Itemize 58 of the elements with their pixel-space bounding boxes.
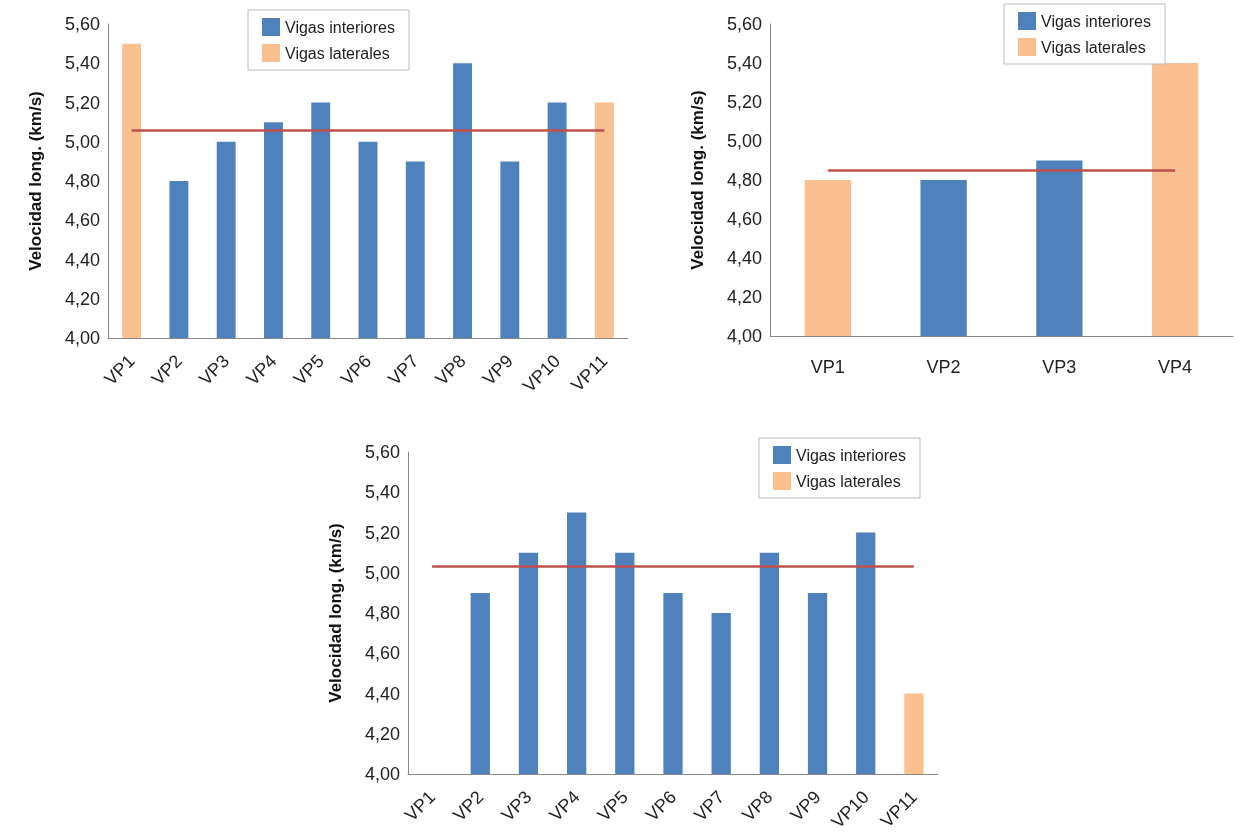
y-tick-label: 4,80 (364, 603, 400, 623)
x-tick-label: VP6 (336, 350, 376, 390)
y-tick-label: 5,40 (64, 53, 100, 74)
y-axis-title: Velocidad long. (km/s) (326, 523, 345, 703)
legend-label: Vigas interiores (285, 18, 395, 36)
x-tick-label: VP2 (147, 350, 186, 390)
y-tick-label: 4,40 (726, 248, 762, 268)
x-tick-label: VP6 (641, 786, 681, 826)
y-tick-label: 4,40 (364, 683, 400, 704)
x-tick-label: VP3 (497, 786, 536, 826)
legend-label: Vigas interiores (796, 446, 906, 464)
x-tick-label: VP4 (242, 350, 281, 390)
y-tick-label: 4,40 (64, 249, 100, 270)
y-axis-title: Velocidad long. (km/s) (26, 91, 45, 271)
y-tick-label: 4,00 (726, 326, 762, 346)
x-tick-label: VP9 (478, 350, 517, 390)
x-tick-label: VP4 (1158, 357, 1193, 377)
x-tick-label: VP1 (810, 357, 845, 377)
y-tick-label: 5,00 (726, 131, 762, 151)
x-tick-label: VP5 (593, 786, 632, 826)
y-tick-label: 4,60 (64, 210, 100, 231)
x-tick-label: VP7 (690, 786, 729, 826)
x-tick-label: VP7 (384, 350, 423, 390)
legend-label: Vigas interiores (1041, 12, 1151, 30)
y-tick-label: 4,00 (64, 328, 100, 348)
y-tick-label: 5,60 (64, 14, 100, 34)
y-tick-label: 5,60 (726, 14, 762, 34)
x-tick-label: VP8 (431, 350, 470, 390)
legend-label: Vigas laterales (1041, 38, 1146, 56)
x-tick-label: VP3 (1042, 357, 1077, 377)
x-tick-label: VP1 (100, 350, 139, 390)
y-tick-label: 5,20 (364, 522, 400, 543)
y-tick-label: 5,20 (64, 92, 100, 113)
y-tick-label: 4,60 (364, 643, 400, 664)
x-tick-label: VP1 (400, 786, 440, 826)
y-tick-label: 5,20 (726, 92, 762, 112)
y-tick-label: 4,60 (726, 209, 762, 229)
y-tick-label: 5,40 (726, 53, 762, 73)
legend-label: Vigas laterales (796, 472, 901, 490)
y-tick-label: 5,00 (364, 562, 400, 583)
y-tick-label: 4,80 (64, 171, 100, 191)
y-tick-label: 4,20 (364, 723, 400, 744)
x-tick-label: VP2 (449, 786, 488, 826)
y-tick-label: 4,20 (64, 288, 100, 309)
y-tick-label: 5,60 (364, 442, 400, 462)
y-tick-label: 4,00 (364, 764, 400, 784)
y-axis-title: Velocidad long. (km/s) (688, 90, 707, 270)
y-tick-label: 4,20 (726, 287, 762, 307)
x-tick-label: VP2 (926, 357, 961, 377)
y-tick-label: 4,80 (726, 170, 762, 190)
x-tick-label: VP4 (545, 786, 584, 826)
x-tick-label: VP8 (738, 786, 777, 826)
x-tick-label: VP5 (289, 350, 328, 390)
x-tick-label: VP9 (786, 786, 825, 826)
y-tick-label: 5,40 (364, 482, 400, 503)
x-tick-label: VP3 (195, 350, 234, 390)
y-tick-label: 5,00 (64, 131, 100, 152)
legend-label: Vigas laterales (285, 44, 390, 62)
